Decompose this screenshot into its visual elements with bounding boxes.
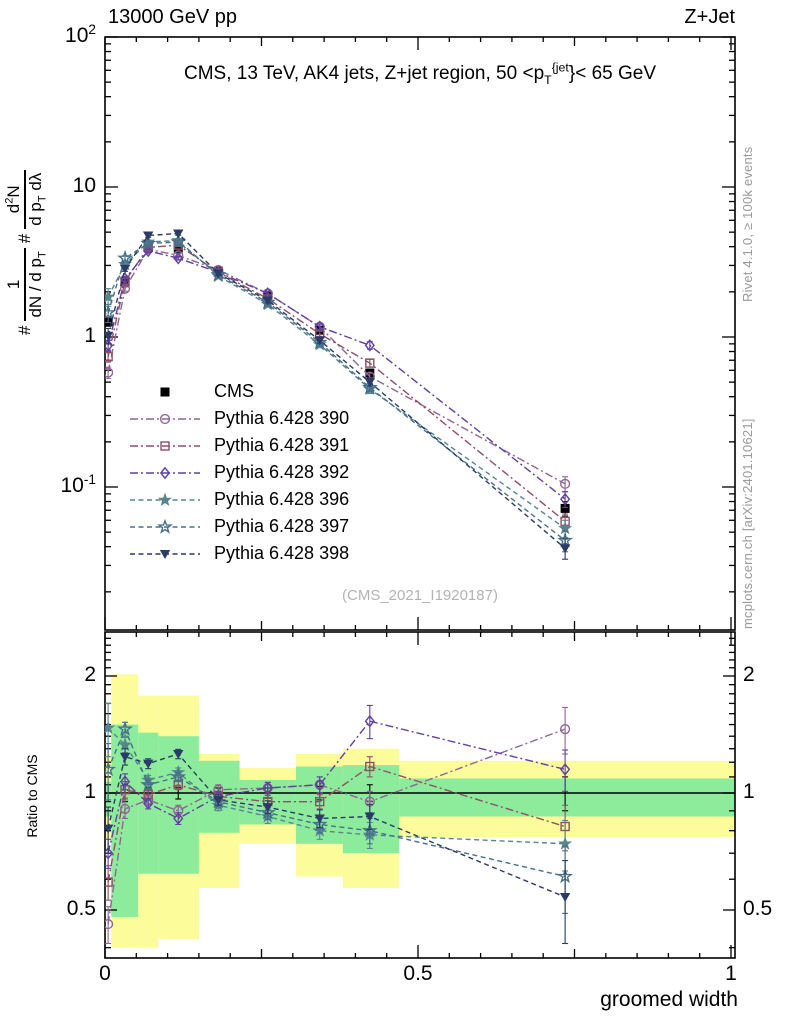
legend: CMS Pythia 6.428 390 Pythia 6.428 391 Pythi… — [128, 378, 349, 567]
legend-item-4: Pythia 6.428 396 — [128, 486, 349, 513]
x-tick-label-1: 1 — [725, 962, 737, 985]
legend-item-6: Pythia 6.428 398 — [128, 540, 349, 567]
ratio-y-tick-right-1: 1 — [743, 780, 755, 803]
main-y-tick-label-0.1: 10-1 — [60, 472, 97, 497]
legend-label: Pythia 6.428 396 — [214, 489, 350, 509]
axis-ticks — [104, 36, 735, 958]
legend-label: Pythia 6.428 398 — [214, 543, 350, 563]
legend-item-5: Pythia 6.428 397 — [128, 513, 349, 540]
legend-label: Pythia 6.428 390 — [214, 408, 350, 428]
ratio-y-tick-right-0.5: 0.5 — [743, 897, 773, 920]
ratio-y-tick-right-2: 2 — [743, 663, 755, 686]
x-tick-label-0: 0 — [99, 962, 111, 985]
y-axis-title-frac1: 1 dN / d pT — [4, 248, 48, 321]
main-series — [105, 229, 574, 560]
legend-label: CMS — [214, 381, 254, 401]
analysis-watermark: (CMS_2021_I1920187) — [342, 587, 498, 604]
y-axis-title-prefix2: # — [15, 233, 34, 244]
ratio-uncertainty-bands — [105, 674, 735, 948]
process-label: Z+Jet — [684, 6, 735, 28]
ratio-y-tick-left-1: 1 — [84, 780, 96, 803]
green-band — [399, 778, 735, 817]
ratio-y-tick-left-0.5: 0.5 — [66, 897, 96, 920]
legend-label: Pythia 6.428 397 — [214, 516, 350, 536]
legend-marker-icon — [130, 440, 200, 451]
green-band — [342, 765, 400, 854]
ratio-panel-frame — [104, 631, 736, 959]
source-credit: mcplots.cern.ch [arXiv:2401.10621] — [740, 418, 755, 629]
legend-label: Pythia 6.428 391 — [214, 435, 350, 455]
x-axis-title: groomed width — [600, 988, 738, 1011]
ratio-y-tick-left-2: 2 — [84, 663, 96, 686]
legend-item-3: Pythia 6.428 392 — [128, 459, 349, 486]
beam-energy-label: 13000 GeV pp — [108, 6, 237, 28]
ratio-pythia-6-428-398 — [105, 748, 571, 945]
legend-item-1: Pythia 6.428 390 — [128, 405, 349, 432]
legend-marker-icon — [130, 549, 200, 559]
main-y-tick-label-100: 102 — [65, 22, 96, 47]
series-pythia-6-428-398 — [105, 229, 571, 560]
panel-title: CMS, 13 TeV, AK4 jets, Z+jet region, 50 … — [183, 60, 657, 87]
main-y-tick-label-1: 1 — [84, 324, 96, 347]
legend-marker-icon — [130, 466, 200, 479]
legend-marker-icon — [130, 413, 200, 424]
x-tick-label-0.5: 0.5 — [403, 962, 433, 985]
legend-item-2: Pythia 6.428 391 — [128, 432, 349, 459]
main-y-tick-label-10: 10 — [72, 174, 96, 197]
generator-credit: Rivet 4.1.0, ≥ 100k events — [740, 146, 755, 302]
ratio-series — [105, 702, 574, 945]
legend-marker-icon — [130, 518, 200, 534]
legend-label: Pythia 6.428 392 — [214, 462, 350, 482]
legend-item-0: CMS — [128, 378, 349, 405]
legend-marker-icon — [160, 387, 170, 396]
legend-marker-icon — [130, 492, 200, 506]
